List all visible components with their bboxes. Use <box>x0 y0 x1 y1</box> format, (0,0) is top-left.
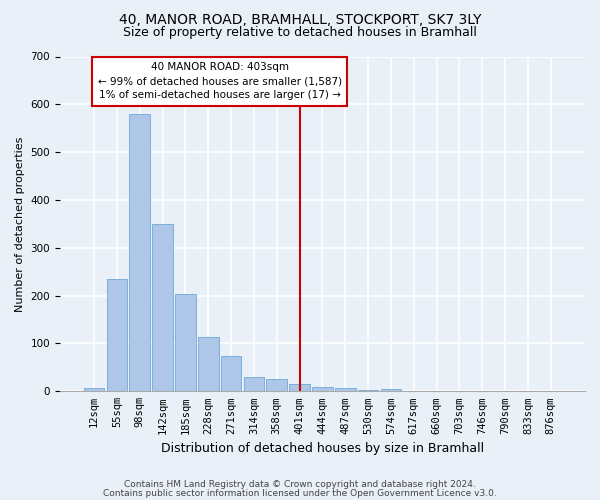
Bar <box>289 384 310 392</box>
Bar <box>107 279 127 392</box>
Text: 40, MANOR ROAD, BRAMHALL, STOCKPORT, SK7 3LY: 40, MANOR ROAD, BRAMHALL, STOCKPORT, SK7… <box>119 12 481 26</box>
Bar <box>198 337 218 392</box>
Y-axis label: Number of detached properties: Number of detached properties <box>15 136 25 312</box>
Bar <box>84 388 104 392</box>
Bar <box>221 356 241 392</box>
Bar <box>175 294 196 392</box>
Text: Contains public sector information licensed under the Open Government Licence v3: Contains public sector information licen… <box>103 488 497 498</box>
X-axis label: Distribution of detached houses by size in Bramhall: Distribution of detached houses by size … <box>161 442 484 455</box>
Bar <box>380 389 401 392</box>
Text: Size of property relative to detached houses in Bramhall: Size of property relative to detached ho… <box>123 26 477 39</box>
Bar <box>312 388 333 392</box>
Bar <box>130 114 150 392</box>
Bar <box>358 390 379 392</box>
Text: 40 MANOR ROAD: 403sqm
← 99% of detached houses are smaller (1,587)
1% of semi-de: 40 MANOR ROAD: 403sqm ← 99% of detached … <box>98 62 342 100</box>
Bar <box>152 224 173 392</box>
Bar <box>244 377 264 392</box>
Bar <box>335 388 356 392</box>
Bar <box>266 380 287 392</box>
Text: Contains HM Land Registry data © Crown copyright and database right 2024.: Contains HM Land Registry data © Crown c… <box>124 480 476 489</box>
